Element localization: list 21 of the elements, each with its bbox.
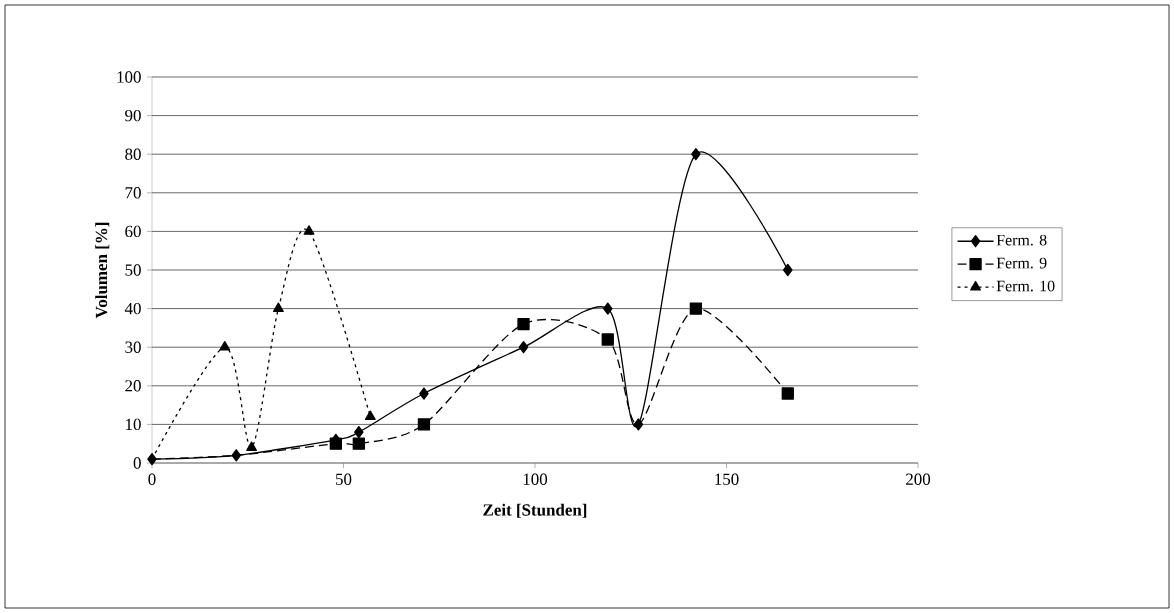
- x-axis-title: Zeit [Stunden]: [483, 503, 587, 518]
- legend-label: Ferm. 9: [996, 257, 1047, 269]
- x-tick-label: 100: [523, 473, 548, 485]
- y-tick-label: 100: [117, 71, 141, 83]
- y-tick-label: 70: [125, 187, 141, 199]
- y-tick-label: 80: [125, 148, 141, 160]
- y-tick-label: 10: [126, 418, 141, 431]
- y-tick-label: 90: [125, 109, 141, 122]
- x-tick-label: 200: [906, 473, 931, 485]
- y-axis-title: Volumen [%]: [95, 222, 110, 319]
- y-tick-label: 0: [133, 457, 141, 469]
- y-tick-label: 40: [124, 302, 141, 315]
- legend-label: Ferm. 8: [996, 234, 1047, 246]
- x-tick-label: 0: [148, 473, 156, 485]
- y-tick-label: 30: [125, 341, 141, 353]
- y-tick-label: 20: [125, 380, 141, 392]
- legend-label: Ferm. 10: [996, 280, 1055, 292]
- y-tick-label: 50: [125, 264, 141, 276]
- x-tick-label: 50: [336, 473, 352, 485]
- y-tick-label: 60: [125, 225, 141, 238]
- x-tick-label: 150: [715, 473, 739, 485]
